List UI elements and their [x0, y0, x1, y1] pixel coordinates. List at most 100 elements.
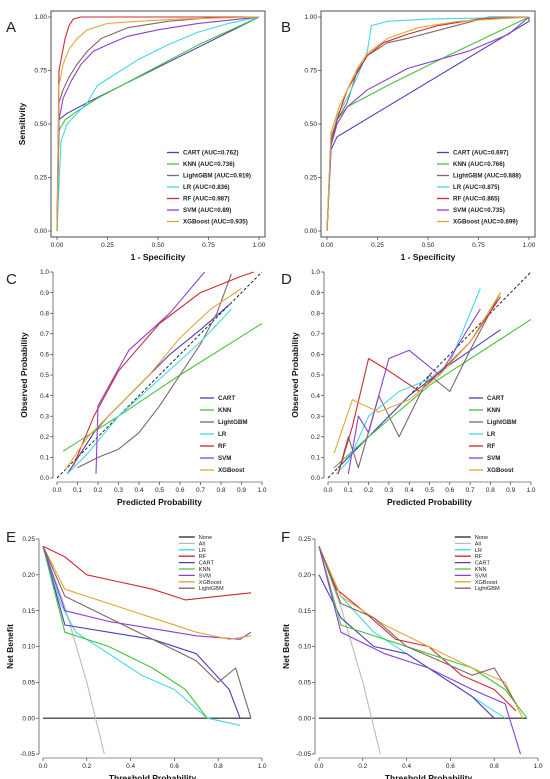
series-lines	[326, 16, 530, 232]
plot-frame	[50, 10, 266, 238]
panel-c: C 0.0 0.1 0.2 0.3 0.4 0.5 0.6 0.7 0.8 0.9 1.0 0.0 0.1…	[6, 269, 267, 507]
legend-label: KNN	[475, 567, 487, 573]
y-tick-label: 0.6	[40, 352, 49, 359]
x-axis-label: 1 - Specificity	[401, 252, 456, 262]
x-tick-label: 0.7	[196, 487, 205, 494]
legend-label: RF (AUC=0.987)	[183, 196, 230, 203]
y-tick-label: 0.5	[40, 372, 49, 379]
legend-label: KNN	[199, 567, 211, 573]
legend-label: LR (AUC=0.875)	[453, 184, 500, 191]
x-tick-label: 0.1	[344, 487, 353, 494]
panel-letter: B	[281, 19, 291, 36]
panel-d: D 0.0 0.1 0.2 0.3 0.4 0.5 0.6 0.7 0.8 0.9 1.0 0.0 0.1…	[281, 269, 536, 507]
legend-label: SVM (AUC=0.735)	[453, 207, 505, 214]
y-axis-label: Observed Probability	[19, 332, 29, 418]
legend: CART KNN LightGBM LR RF SVM XGBoost	[469, 395, 517, 474]
y-axis-label: Sensitivity	[17, 102, 27, 145]
panel-e: E 0.0 0.2 0.4 0.6 0.8 1.0 -0.05 0.00 0.05 0.10 0.15…	[5, 529, 267, 779]
x-tick-label: 0.75	[202, 242, 215, 249]
y-tick-label: 1.00	[34, 14, 47, 21]
legend-label: XGBoost (AUC=0.899)	[453, 219, 518, 226]
x-tick-label: 0.25	[371, 242, 384, 249]
series-line-xgboost	[64, 288, 242, 471]
series-line-lightgbm	[337, 292, 501, 475]
series-line-knn	[333, 318, 532, 469]
legend-label: XGBoost	[475, 580, 498, 586]
series-line-all	[318, 546, 381, 755]
legend-label: LR	[199, 548, 206, 554]
y-tick-label: 0.75	[304, 68, 317, 75]
y-tick-label: 0.15	[298, 608, 311, 615]
series-line-knn	[318, 546, 528, 719]
reference-diagonal	[327, 271, 532, 479]
legend-label: XGBoost	[487, 467, 513, 474]
legend-label: SVM	[218, 455, 231, 462]
x-tick-label: 0.3	[384, 487, 393, 494]
y-tick-label: 0.25	[298, 536, 311, 543]
legend-label: SVM	[199, 573, 211, 579]
panel-letter: E	[6, 529, 16, 546]
y-tick-label: 0.05	[22, 680, 35, 687]
y-tick-label: 0.4	[311, 393, 320, 400]
series-lines	[42, 545, 252, 755]
panel-letter: D	[281, 271, 292, 288]
y-tick-label: 0.2	[311, 434, 320, 441]
x-tick-label: 0.50	[152, 242, 165, 249]
series-lines	[318, 545, 528, 755]
panel-b: B 0.00 0.25 0.50 0.75 1.00 0.00 0.25 0.50 0.75 1.0…	[281, 10, 536, 262]
legend: CART (AUC=0.697) KNN (AUC=0.766) LightGBM …	[437, 150, 521, 226]
y-tick-label: 0.3	[311, 413, 320, 420]
legend-label: LR	[475, 548, 482, 554]
x-tick-label: 0.50	[422, 242, 435, 249]
y-tick-label: 1.00	[304, 14, 317, 21]
x-tick-label: 0.4	[134, 487, 143, 494]
legend-label: LightGBM	[487, 419, 517, 426]
x-tick-label: 0.2	[93, 487, 102, 494]
legend-label: All	[199, 541, 205, 547]
x-tick-label: 1.00	[523, 242, 536, 249]
series-line-xgboost	[56, 16, 260, 232]
series-line-lightgbm	[77, 273, 232, 469]
legend-label: XGBoost (AUC=0.935)	[183, 219, 248, 226]
y-tick-label: 0.0	[311, 475, 320, 482]
x-tick-label: 0.0	[323, 487, 332, 494]
series-line-lightgbm	[56, 16, 259, 232]
legend-label: RF (AUC=0.865)	[453, 196, 500, 203]
series-lines	[56, 16, 260, 232]
series-line-cart	[337, 329, 501, 469]
y-tick-label: 0.3	[40, 413, 49, 420]
legend-label: RF	[475, 554, 483, 560]
x-axis-label: 1 - Specificity	[131, 252, 186, 262]
panel-letter: A	[6, 19, 16, 36]
legend-label: CART	[218, 395, 235, 402]
y-tick-label: 0.00	[34, 228, 47, 235]
y-tick-label: 0.0	[40, 475, 49, 482]
x-tick-label: 0.00	[321, 242, 334, 249]
legend-label: XGBoost	[199, 580, 222, 586]
panel-letter: F	[281, 529, 290, 546]
x-tick-label: 1.0	[257, 487, 266, 494]
legend-label: RF	[487, 443, 495, 450]
y-tick-label: 0.10	[22, 644, 35, 651]
y-tick-label: 0.4	[40, 393, 49, 400]
series-line-svm	[318, 546, 522, 755]
legend-label: KNN	[218, 407, 232, 414]
series-line-knn	[56, 16, 260, 232]
series-lines	[333, 288, 532, 475]
panel-letter: C	[6, 271, 17, 288]
x-tick-label: 0.8	[214, 763, 223, 770]
series-line-svm	[326, 16, 530, 232]
legend-label: LightGBM	[475, 586, 500, 592]
legend-label: KNN (AUC=0.736)	[183, 161, 235, 168]
y-tick-label: 0.7	[311, 331, 320, 338]
legend-label: CART (AUC=0.762)	[183, 150, 239, 157]
x-tick-label: 0.6	[446, 763, 455, 770]
y-axis-label: Observed Probability	[290, 332, 300, 418]
y-tick-label: 0.25	[22, 536, 35, 543]
x-tick-label: 0.6	[445, 487, 454, 494]
x-tick-label: 0.00	[51, 242, 64, 249]
y-tick-label: 0.25	[34, 175, 47, 182]
y-tick-label: -0.05	[20, 751, 35, 758]
